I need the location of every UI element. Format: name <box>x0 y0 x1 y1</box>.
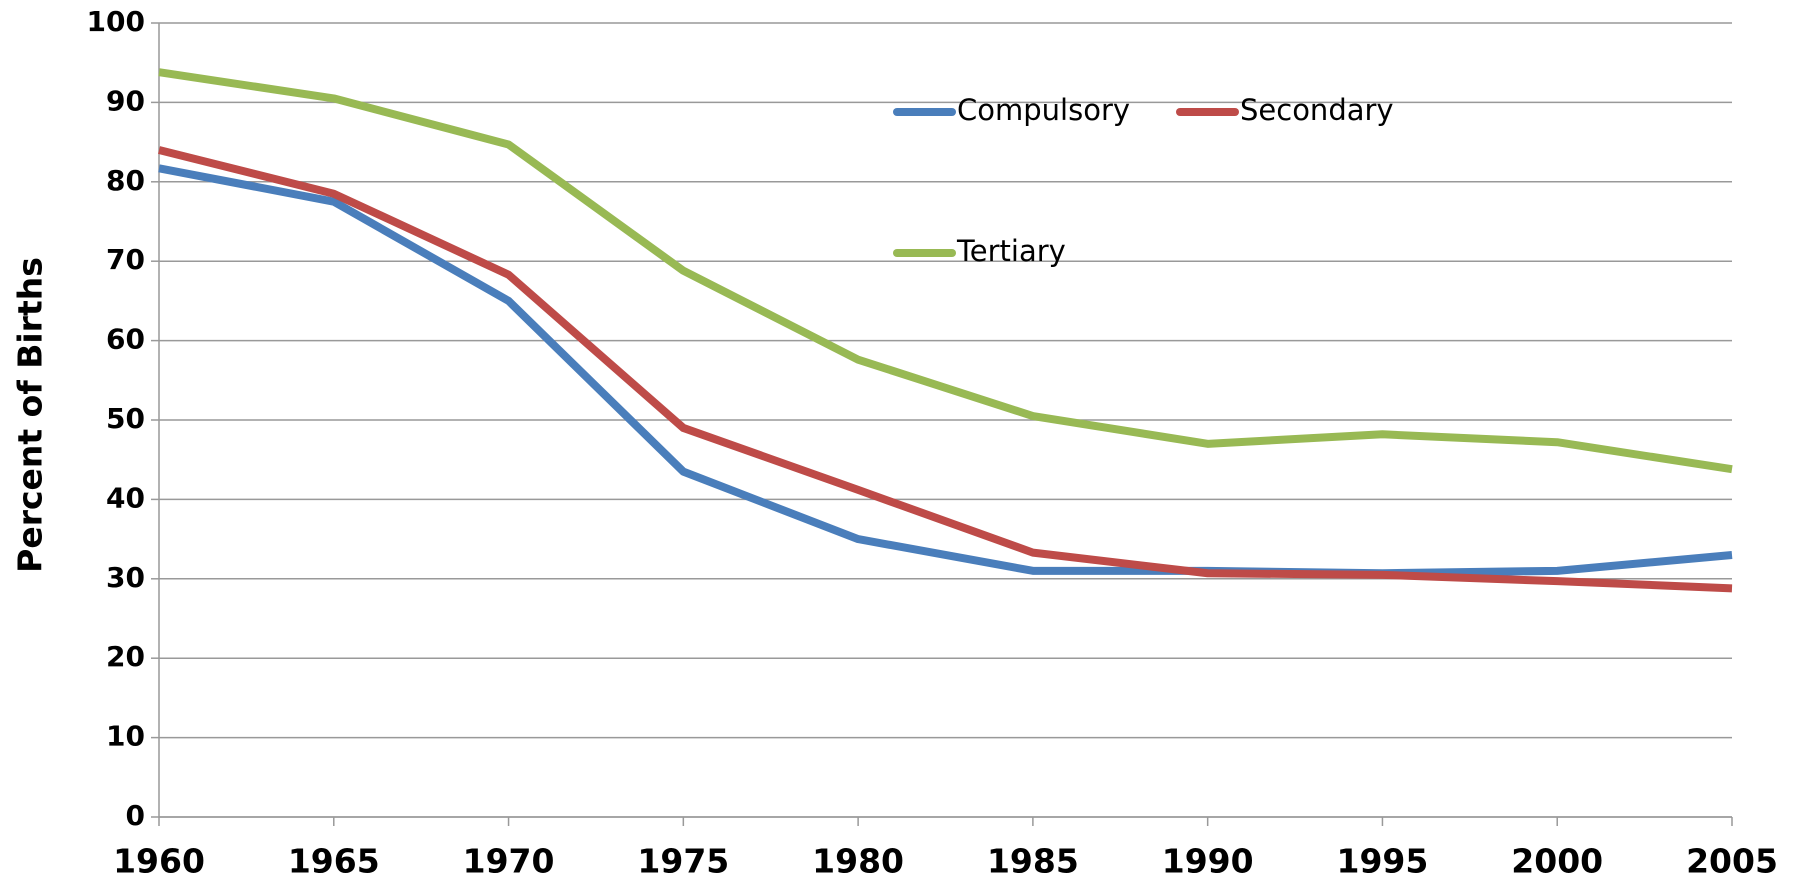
y-tick-label: 70 <box>106 243 145 276</box>
x-tick-label: 2005 <box>1686 842 1778 881</box>
y-tick-label: 60 <box>106 323 145 356</box>
x-tick-label: 1965 <box>288 842 380 881</box>
legend-label: Tertiary <box>956 234 1066 268</box>
y-tick-label: 90 <box>106 84 145 117</box>
series-line <box>158 68 1733 474</box>
x-tick-label: 1990 <box>1162 842 1254 881</box>
x-tick-label: 1980 <box>812 842 904 881</box>
series-line <box>158 164 1733 578</box>
legend-label: Compulsory <box>957 93 1130 127</box>
series-line <box>158 146 1733 593</box>
x-tick-label: 1960 <box>113 842 205 881</box>
y-tick-label: 50 <box>106 402 145 435</box>
x-tick-label: 1975 <box>637 842 729 881</box>
y-tick-label: 10 <box>106 720 145 753</box>
y-tick-label: 20 <box>106 640 145 673</box>
legend-label: Secondary <box>1240 93 1394 127</box>
y-tick-label: 0 <box>126 799 145 832</box>
y-axis-label: Percent of Births <box>11 257 50 573</box>
y-tick-label: 100 <box>87 5 145 38</box>
x-tick-label: 1985 <box>987 842 1079 881</box>
y-tick-label: 40 <box>106 481 145 514</box>
y-tick-label: 80 <box>106 164 145 197</box>
x-tick-label: 1995 <box>1337 842 1429 881</box>
x-tick-label: 1970 <box>463 842 555 881</box>
x-tick-label: 2000 <box>1511 842 1603 881</box>
y-tick-label: 30 <box>106 561 145 594</box>
